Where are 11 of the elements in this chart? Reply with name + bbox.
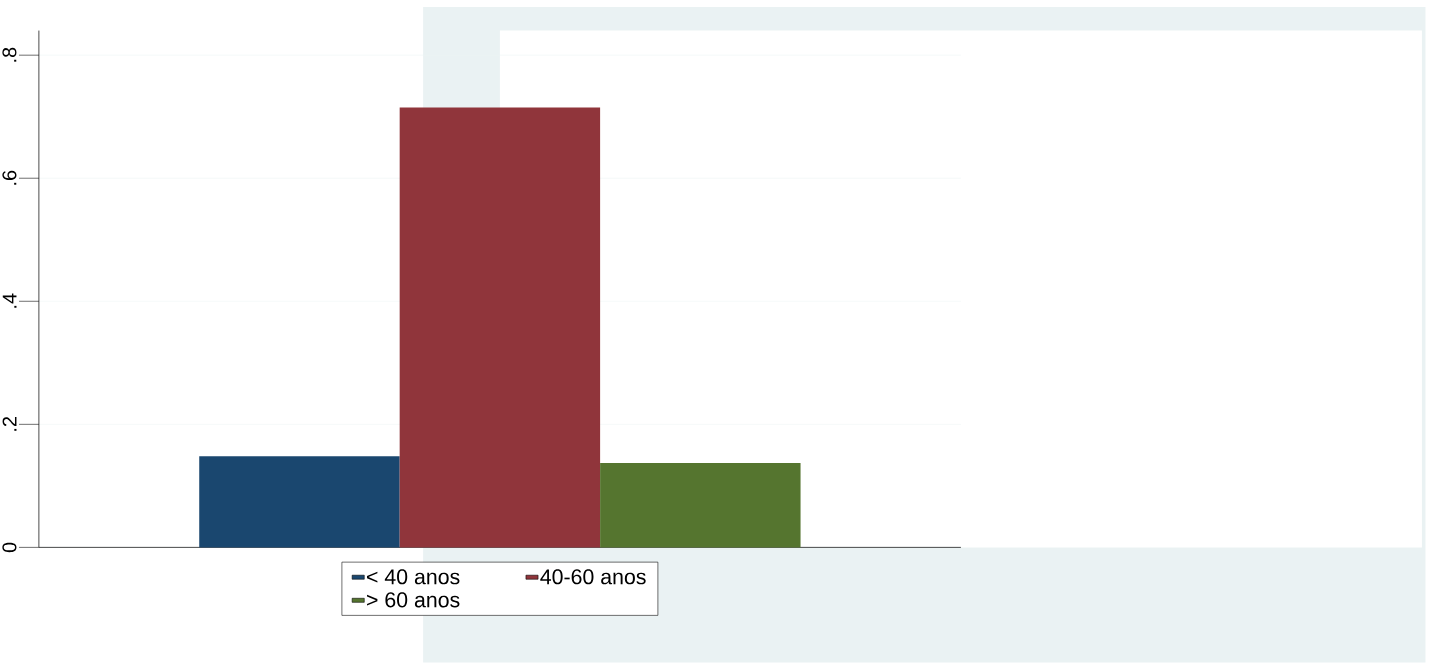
- bar: [600, 463, 801, 548]
- y-tick-label: .8: [2, 47, 17, 62]
- y-tick-label: 0: [2, 542, 17, 553]
- bar: [199, 456, 400, 548]
- legend-label: 40-60 anos: [540, 569, 646, 585]
- bar: [399, 107, 601, 548]
- y-tick-label: .2: [2, 417, 17, 431]
- legend-label: < 40 anos: [367, 569, 460, 585]
- y-tick-label: .6: [2, 170, 17, 185]
- y-tick-label: .4: [2, 293, 17, 308]
- legend-label: > 60 anos: [367, 592, 460, 608]
